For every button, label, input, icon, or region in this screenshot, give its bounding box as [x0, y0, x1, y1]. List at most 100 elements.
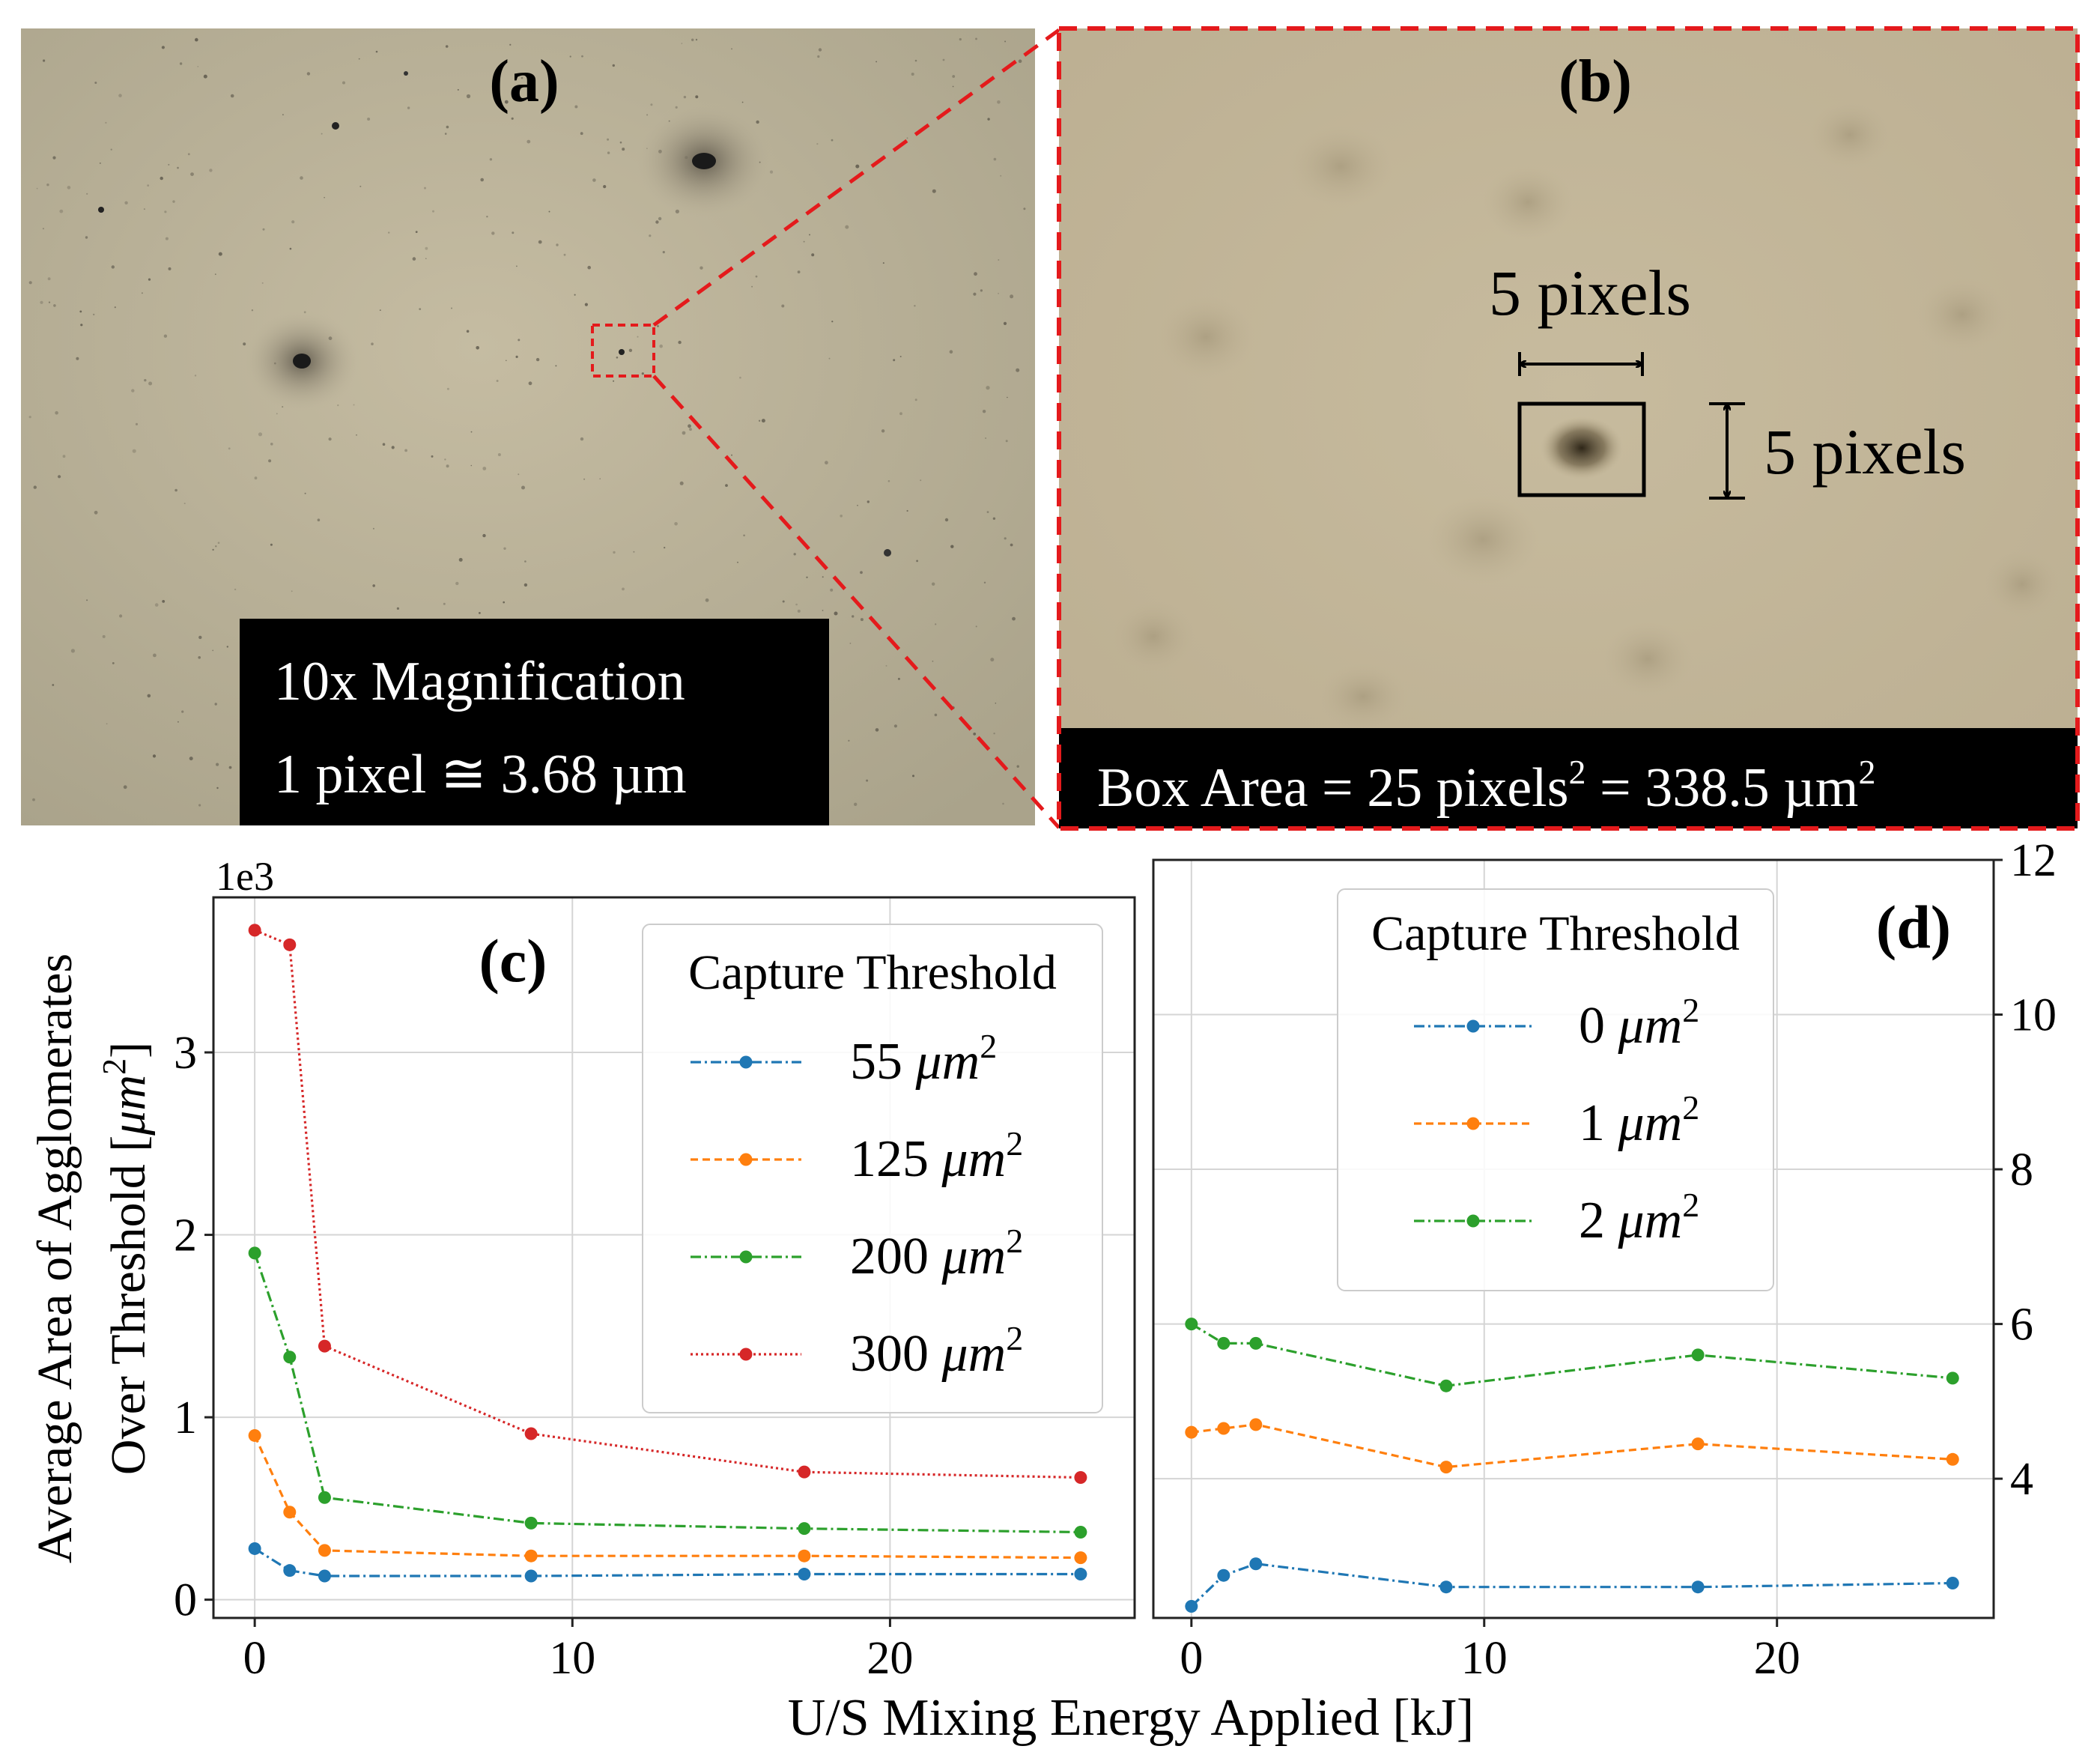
speck — [470, 464, 473, 467]
legend-marker-1 — [1466, 1117, 1480, 1130]
speck — [42, 228, 44, 230]
speck — [535, 357, 540, 362]
panel-a-label: (a) — [489, 49, 559, 115]
speck — [583, 478, 586, 480]
panel-b: 5 pixels 5 pixels (b) Box Area = 25 pixe… — [1057, 26, 2080, 831]
speck — [28, 416, 31, 419]
speck — [650, 103, 653, 106]
speck — [887, 480, 890, 482]
speck — [912, 775, 914, 778]
measurement-box — [1517, 401, 1646, 497]
speck — [190, 172, 194, 177]
data-point-1 — [1439, 1461, 1453, 1474]
legend-unit: μm — [1618, 1192, 1683, 1249]
speck — [479, 612, 481, 614]
speck — [168, 267, 172, 270]
speck — [431, 455, 434, 458]
speck — [58, 475, 61, 479]
speck — [407, 106, 410, 109]
speck — [404, 71, 408, 76]
speck — [379, 309, 381, 311]
speck — [486, 216, 488, 218]
speck — [825, 461, 828, 465]
speck — [515, 355, 518, 358]
speck — [197, 66, 199, 67]
speck — [270, 543, 273, 546]
speck — [118, 94, 122, 97]
speck — [695, 95, 699, 99]
speck — [1005, 440, 1008, 443]
speck — [657, 325, 659, 327]
speck — [899, 356, 902, 357]
blur-spot — [1288, 125, 1393, 207]
blur-spot — [1917, 277, 2007, 352]
legend-label-55: 55 μm2 — [850, 1027, 997, 1091]
speck — [664, 547, 666, 549]
speck — [616, 357, 619, 359]
legend-label-200: 200 μm2 — [850, 1222, 1023, 1285]
speck — [987, 118, 990, 121]
caption-b-prefix: Box Area = 25 pixels — [1097, 757, 1569, 819]
speck — [725, 484, 728, 487]
data-point-125 — [798, 1549, 811, 1563]
speck — [425, 258, 427, 260]
speck — [217, 542, 220, 544]
chart-c-scale-label: 1e3 — [216, 854, 274, 899]
speck — [216, 786, 219, 789]
legend-value: 2 — [1579, 1192, 1618, 1249]
speck — [216, 763, 219, 766]
speck — [816, 143, 819, 145]
speck — [482, 467, 487, 470]
speck — [425, 246, 428, 250]
speck — [831, 321, 834, 323]
speck — [451, 307, 452, 309]
speck — [916, 560, 918, 563]
speck — [683, 95, 687, 99]
speck — [457, 88, 459, 91]
tick-label-y: 2 — [174, 1210, 197, 1261]
shared-xlabel: U/S Mixing Energy Applied [kJ] — [788, 1689, 1474, 1747]
speck — [198, 804, 201, 807]
chart-c-panel-label: (c) — [479, 927, 547, 995]
speck — [317, 518, 321, 521]
tick-label-y: 4 — [2010, 1454, 2033, 1505]
tick-label-x: 10 — [1461, 1633, 1508, 1684]
chart-c-ticks: 0 10 20 0 1 2 3 — [174, 1028, 913, 1684]
height-label: 5 pixels — [1764, 416, 1966, 488]
speck — [860, 618, 864, 622]
speck — [809, 234, 810, 236]
speck — [148, 278, 151, 281]
speck — [831, 139, 834, 142]
speck — [852, 615, 855, 618]
speck — [419, 308, 422, 310]
speck — [518, 339, 521, 342]
speck — [1000, 175, 1002, 177]
data-point-300 — [524, 1427, 538, 1440]
legend-value: 0 — [1579, 997, 1618, 1055]
speck — [700, 266, 703, 270]
speck — [518, 473, 520, 476]
speck — [998, 259, 1000, 261]
speck — [538, 240, 542, 244]
speck — [503, 547, 506, 550]
speck — [415, 231, 418, 233]
speck — [524, 583, 528, 587]
data-point-125 — [318, 1544, 331, 1557]
speck — [885, 664, 887, 667]
speck — [62, 455, 66, 458]
speck — [524, 560, 526, 563]
speck — [822, 576, 824, 578]
speck — [36, 187, 38, 190]
speck — [85, 236, 88, 239]
speck — [689, 428, 692, 431]
legend-marker-300 — [739, 1348, 753, 1361]
speck — [830, 588, 834, 592]
legend-value: 55 — [850, 1033, 916, 1091]
speck — [162, 600, 166, 603]
speck — [119, 614, 123, 618]
speck — [212, 649, 214, 652]
legend-marker-200 — [739, 1250, 753, 1264]
tick-label-y: 12 — [2010, 835, 2057, 886]
legend-marker-2 — [1466, 1214, 1480, 1228]
legend-value: 300 — [850, 1325, 942, 1383]
